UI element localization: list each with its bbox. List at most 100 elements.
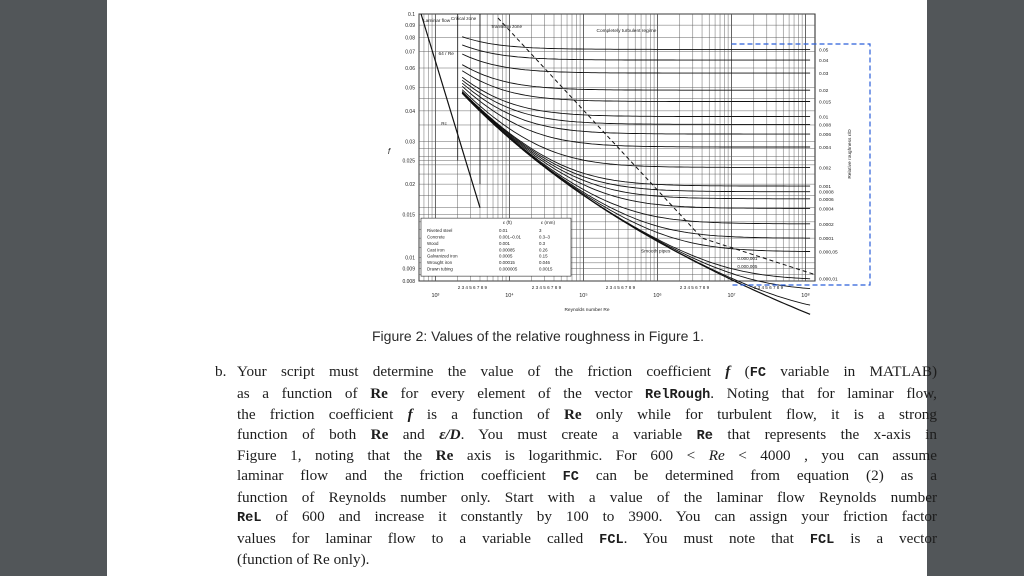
right-tick-label: 0.0004 [819, 206, 834, 212]
y-tick-label: 0.04 [405, 109, 415, 115]
table-eps-ft: 0.001 [499, 241, 511, 246]
moody-diagram: 0.1 0.09 0.08 0.07 0.06 0.05 0.04 0.03 0.025 0.02… [277, 4, 877, 326]
zone-label-turbulent: Completely turbulent regime [596, 28, 656, 34]
laminar-line [420, 13, 481, 208]
y-tick-label: 0.025 [402, 159, 415, 165]
right-tick-label: 0.002 [819, 165, 831, 171]
table-material: Drawn tubing [427, 267, 453, 272]
right-tick-label: 0.0001 [819, 236, 834, 242]
right-tick-label: 0.006 [819, 132, 831, 138]
roughness-curve [461, 91, 811, 193]
right-tick-label: 0.008 [819, 122, 831, 128]
y-tick-label: 0.02 [405, 182, 415, 188]
right-tick-label: 0.03 [819, 71, 829, 77]
figure-caption: Figure 2: Values of the relative roughne… [372, 328, 705, 344]
paragraph-line-10: (function of Re only). [237, 551, 370, 569]
small-label: 0.000,005 [737, 264, 758, 269]
list-marker: b. [215, 363, 227, 380]
right-axis-label: Relative roughness ε/D [847, 129, 853, 179]
x-decade-label: 10⁶ [653, 292, 661, 299]
x-decade-label: 10³ [431, 293, 439, 299]
y-tick-label: 0.03 [405, 139, 415, 145]
table-material: Cast iron [427, 247, 445, 252]
roughness-curve [461, 85, 811, 148]
right-tick-label: 0.004 [819, 145, 831, 151]
x-minor-labels: 2 3 4 5 6 7 8 9 [680, 285, 710, 290]
y-tick-label: 0.09 [405, 23, 415, 29]
table-head-mm: ε (mm) [541, 220, 556, 225]
roughness-curve [462, 53, 811, 74]
paragraph-line-3: the friction coefficient f is a function… [237, 406, 937, 424]
paragraph-line-6: laminar flow and the friction coefficien… [237, 466, 937, 485]
right-tick-label: 0.000,01 [819, 277, 838, 283]
table-eps-mm: 0.3 [539, 241, 546, 246]
y-tick-label: 0.08 [405, 36, 415, 42]
table-eps-ft: 0.00015 [499, 260, 515, 265]
table-material: Wrought iron [427, 260, 453, 265]
right-tick-label: 0.0002 [819, 222, 834, 228]
table-eps-mm: 3 [539, 228, 542, 233]
paragraph-line-9: values for laminar flow to a variable ca… [237, 529, 938, 548]
roughness-curve [462, 44, 811, 61]
table-eps-mm: 0.046 [539, 260, 551, 265]
y-tick-label: 0.06 [405, 66, 415, 72]
smooth-pipe-curve [461, 92, 811, 315]
right-tick-label: 0.0006 [819, 197, 834, 203]
paragraph-line-8: ReL of 600 and increase it constantly by… [237, 508, 937, 527]
roughness-curve [461, 64, 811, 91]
paragraph-line-1: Your script must determine the value of … [237, 363, 938, 381]
y-tick-label: 0.07 [405, 50, 415, 56]
table-eps-mm: 0.3–3 [539, 235, 551, 240]
roughness-curve [461, 70, 811, 102]
x-decade-label: 10⁷ [727, 292, 735, 299]
zone-label-critical: Critical zone [451, 16, 477, 21]
x-axis-label: Reynolds number Re [564, 307, 609, 313]
right-tick-label: 0.01 [819, 115, 829, 121]
table-eps-mm: 0.26 [539, 247, 548, 252]
roughness-curve [461, 89, 811, 168]
x-decade-label: 10⁵ [579, 292, 587, 299]
x-minor-labels: 2 3 4 5 6 7 8 9 [754, 285, 784, 290]
table-eps-ft: 0.001–0.01 [499, 235, 522, 240]
x-minor-labels: 2 3 4 5 6 7 8 9 [532, 285, 562, 290]
x-decade-label: 10⁸ [801, 292, 809, 299]
table-eps-ft: 0.01 [499, 228, 508, 233]
roughness-curve [461, 91, 811, 187]
y-tick-label: 0.1 [408, 12, 415, 18]
roughness-curve [461, 91, 811, 200]
right-tick-label: 0.05 [819, 47, 829, 53]
table-eps-mm: 0.15 [539, 254, 548, 259]
y-tick-label: 0.009 [402, 267, 415, 273]
roughness-curve [461, 76, 811, 118]
small-label: 0.000,001 [737, 256, 758, 261]
turbulent-boundary [497, 17, 816, 276]
roughness-curve [461, 79, 811, 125]
zone-label-laminar: Laminar flow [423, 18, 451, 24]
table-material: Galvanized iron [427, 254, 458, 259]
table-eps-ft: 0.00085 [499, 247, 515, 252]
roughness-curve [461, 82, 811, 135]
roughness-curve [461, 92, 811, 225]
paragraph-line-7: function of Reynolds number only. Start … [237, 488, 937, 506]
roughness-curve [462, 36, 811, 50]
y-tick-label: 0.015 [402, 213, 415, 219]
highlight-region [731, 43, 871, 286]
y-axis-label: f [388, 147, 391, 156]
paragraph-line-2: as a function of Re for every element of… [237, 384, 937, 403]
critical-re-label: Rc [441, 121, 447, 126]
table-material: Riveted steel [427, 228, 452, 233]
right-tick-label: 0.0008 [819, 190, 834, 196]
table-head-ft: ε (ft) [503, 220, 512, 225]
right-tick-label: 0.04 [819, 58, 829, 64]
roughness-curve [461, 92, 811, 209]
table-material: Wood [427, 241, 439, 246]
zone-label-transition: Transition zone [491, 24, 523, 29]
x-minor-labels: 2 3 4 5 6 7 8 9 [606, 285, 636, 290]
moody-diagram-svg: 0.1 0.09 0.08 0.07 0.06 0.05 0.04 0.03 0.025 0.02… [388, 12, 871, 315]
x-minor-labels: 2 3 4 5 6 7 8 9 [458, 285, 488, 290]
table-eps-ft: 0.0005 [499, 254, 513, 259]
laminar-equation: 64 / Re [438, 51, 454, 57]
x-decade-label: 10⁴ [505, 292, 514, 299]
paragraph-line-4: function of both Re and ε/D. You must cr… [237, 425, 938, 444]
document-page: 0.1 0.09 0.08 0.07 0.06 0.05 0.04 0.03 0.025 0.02… [107, 0, 937, 576]
